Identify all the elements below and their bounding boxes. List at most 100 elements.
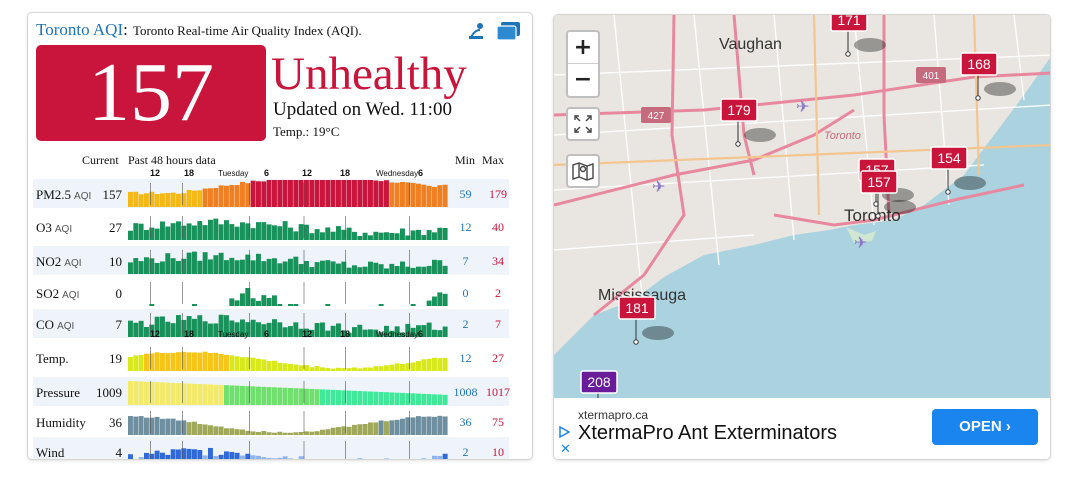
history-bar [346, 180, 352, 207]
history-bar [192, 449, 197, 459]
fullscreen-button[interactable] [566, 107, 600, 141]
pollutant-name: SO2 AQI [36, 286, 79, 302]
history-bar [426, 416, 432, 435]
history-bar [357, 391, 363, 405]
time-axis: 12 18 Tuesday 6 12 18 Wednesday 6 [150, 168, 423, 178]
marker-box [720, 98, 758, 122]
history-bar [224, 451, 229, 459]
history-sparkline[interactable] [128, 437, 448, 460]
history-bar [149, 417, 155, 435]
history-bar [160, 418, 165, 435]
history-bar [437, 358, 443, 371]
history-bar [362, 266, 368, 274]
history-bar [133, 191, 139, 207]
history-sparkline[interactable] [128, 407, 448, 436]
history-bar [432, 394, 437, 405]
max-value: 2 [495, 286, 501, 300]
zoom-out-button[interactable]: − [573, 67, 593, 92]
min-value: 2 [462, 445, 469, 459]
history-bar [400, 181, 405, 207]
adchoices-icon[interactable] [558, 426, 570, 438]
axis-tick-label: 6 [264, 168, 269, 178]
history-sparkline[interactable] [128, 309, 448, 338]
marker-aqi-value: 168 [967, 56, 991, 72]
station-marker[interactable]: 157 [860, 170, 916, 219]
axis-tick-label: Tuesday [218, 330, 248, 339]
widget-icon[interactable] [496, 20, 522, 42]
history-bar [421, 235, 427, 240]
axis-tick-label: Wednesday [376, 169, 418, 178]
ad-banner[interactable]: xtermapro.ca XtermaPro Ant Exterminators… [554, 398, 1050, 459]
station-marker[interactable]: 171 [830, 15, 886, 57]
history-bar [208, 219, 213, 240]
aqi-tag: AQI [64, 258, 82, 269]
history-sparkline[interactable] [128, 246, 448, 275]
ad-open-button[interactable]: OPEN › [932, 409, 1038, 445]
history-bar [298, 365, 304, 371]
history-bar [437, 185, 443, 207]
history-bar [389, 392, 395, 405]
history-sparkline[interactable] [128, 212, 448, 241]
history-bar [144, 193, 149, 207]
history-bar [128, 454, 133, 459]
map-layers-button[interactable] [566, 154, 600, 188]
min-value: 2 [462, 317, 469, 331]
station-marker[interactable]: 168 [960, 52, 1016, 101]
history-sparkline[interactable] [128, 343, 448, 372]
station-marker[interactable]: 181 [618, 296, 674, 345]
share-icon[interactable] [467, 22, 485, 40]
history-bar [400, 392, 405, 405]
max-value: 10 [492, 445, 504, 459]
history-sparkline[interactable] [128, 179, 448, 208]
station-marker[interactable]: 179 [720, 98, 776, 147]
min-value: 0 [462, 286, 469, 300]
history-bar [181, 448, 187, 459]
history-bar [394, 265, 400, 274]
history-bar [432, 232, 437, 240]
history-bar [394, 363, 400, 371]
history-bar [261, 324, 267, 337]
history-sparkline[interactable] [128, 278, 448, 307]
axis-tick-label: 12 [150, 329, 160, 339]
history-bar [154, 382, 160, 405]
history-bar [245, 386, 251, 405]
history-bar [266, 457, 272, 459]
aqi-tag: AQI [62, 290, 80, 301]
history-bar [298, 328, 304, 337]
history-header: Current Past 48 hours data Min Max [28, 153, 532, 167]
history-bar [330, 180, 336, 207]
history-bar [138, 261, 144, 274]
city-aqi-link[interactable]: Toronto AQI [36, 20, 124, 39]
history-bar [197, 260, 203, 274]
history-bar [288, 258, 293, 274]
axis-tick-label: Wednesday [376, 330, 418, 339]
history-sparkline[interactable] [128, 377, 448, 406]
history-bar [240, 455, 245, 459]
history-bar [133, 258, 139, 274]
zoom-in-button[interactable]: + [568, 32, 598, 64]
history-bar [362, 423, 368, 435]
history-bar [293, 388, 299, 405]
history-bar [224, 428, 229, 435]
history-row: NO2 AQI 10 7 34 [33, 246, 509, 275]
history-bar [128, 191, 133, 207]
station-map[interactable]: 427 401 ✈ ✈ ✈ Vaughan Toronto Toronto Mi… [554, 15, 1051, 398]
pollutant-name: NO2 AQI [36, 254, 82, 270]
history-bar [373, 231, 379, 240]
ad-title[interactable]: XtermaPro Ant Exterminators [578, 422, 837, 444]
station-marker[interactable]: 154 [930, 146, 986, 195]
ad-close-icon[interactable]: ✕ [560, 442, 571, 457]
history-bar [362, 180, 368, 207]
current-value: 0 [115, 286, 123, 301]
history-bar [432, 259, 437, 274]
history-bar [170, 382, 176, 405]
history-bar [218, 252, 224, 274]
history-bar [149, 353, 155, 371]
history-bar [373, 329, 379, 337]
history-bar [192, 190, 197, 207]
history-bar [346, 368, 352, 371]
history-bar [138, 194, 144, 207]
history-bar [325, 260, 331, 274]
station-marker[interactable]: 208 [580, 370, 636, 398]
history-bar [336, 390, 341, 405]
